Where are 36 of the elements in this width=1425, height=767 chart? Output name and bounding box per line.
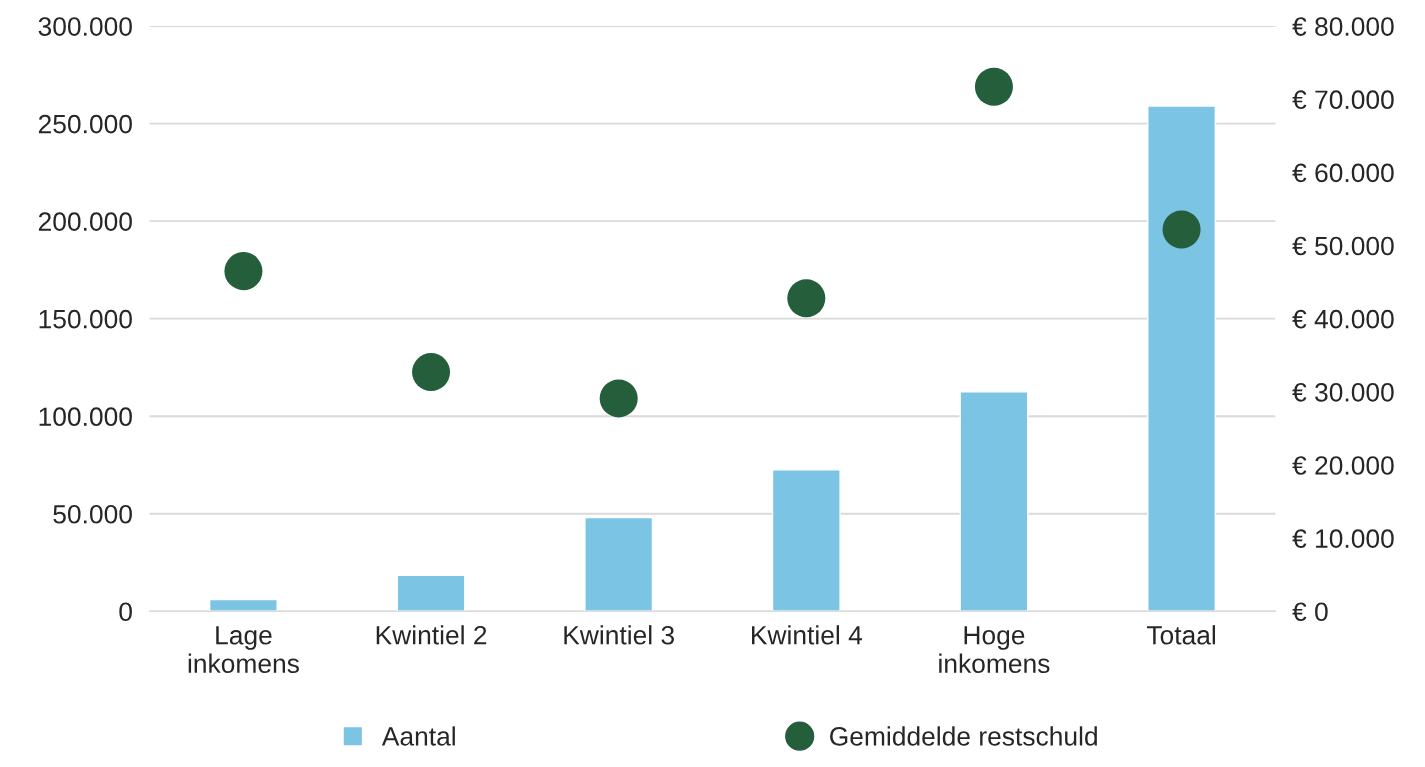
- bar: [208, 598, 278, 612]
- y-tick-label: 100.000: [39, 407, 132, 427]
- x-tick-label: Lage inkomens: [188, 626, 299, 673]
- x-tick-label: Kwintiel 4: [752, 625, 863, 645]
- y-tick-label: 300.000: [38, 17, 132, 36]
- y-tick-label: 50.000: [53, 504, 132, 524]
- y2-tick-label: € 40.000: [1292, 309, 1394, 329]
- bar: [1147, 105, 1217, 612]
- point: [599, 379, 638, 418]
- point: [787, 279, 826, 318]
- y2-tick-label: € 80.000: [1292, 17, 1394, 36]
- legend-label: Gemiddelde restschuld: [830, 726, 1097, 746]
- legend-label: Aantal: [381, 726, 455, 746]
- y2-tick-label: € 30.000: [1292, 382, 1394, 402]
- point: [412, 353, 451, 392]
- y2-tick-label: € 70.000: [1292, 90, 1394, 110]
- bar: [584, 516, 654, 612]
- bar: [396, 574, 466, 612]
- y2-tick-label: € 50.000: [1292, 236, 1394, 256]
- point: [224, 252, 263, 291]
- y2-tick-label: € 60.000: [1292, 163, 1394, 183]
- y2-tick-label: € 0: [1292, 602, 1328, 622]
- x-tick-label: Hoge inkomens: [939, 626, 1050, 673]
- x-tick-label: Totaal: [1146, 625, 1215, 645]
- y2-tick-label: € 20.000: [1292, 456, 1394, 475]
- point: [1162, 210, 1201, 249]
- x-tick-label: Kwintiel 3: [564, 625, 674, 645]
- x-tick-label: Kwintiel 2: [376, 625, 487, 645]
- bar: [959, 391, 1029, 612]
- y2-tick-label: € 10.000: [1292, 529, 1394, 548]
- bar: [771, 469, 841, 612]
- y-tick-label: 0: [119, 602, 132, 622]
- y-tick-label: 250.000: [38, 114, 132, 134]
- y-tick-label: 150.000: [39, 309, 132, 329]
- y-tick-label: 200.000: [38, 212, 132, 231]
- point: [974, 67, 1013, 106]
